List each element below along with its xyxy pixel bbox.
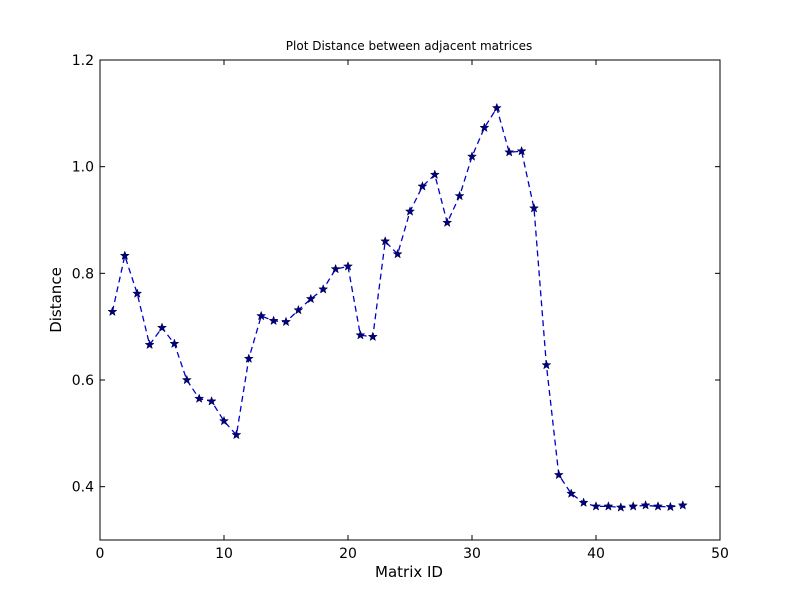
data-point: [367, 331, 378, 342]
data-point: [156, 322, 168, 333]
data-point: [305, 293, 316, 304]
data-point: [677, 500, 688, 510]
data-point: [268, 315, 279, 326]
y-tick-label: 0.6: [72, 373, 94, 389]
data-point: [380, 236, 391, 246]
data-point: [640, 500, 651, 510]
data-point: [280, 316, 292, 327]
data-point: [578, 497, 589, 507]
data-point: [417, 181, 428, 191]
data-point: [404, 206, 416, 216]
chart-title: Plot Distance between adjacent matrices: [286, 39, 532, 53]
data-point: [119, 250, 130, 261]
data-point: [218, 415, 230, 426]
series-line: [111, 106, 683, 509]
data-point: [169, 338, 180, 349]
data-point: [491, 102, 502, 113]
data-point: [355, 329, 366, 340]
data-point: [293, 304, 304, 315]
y-tick-label: 1.2: [72, 53, 94, 69]
y-tick-label: 1.0: [72, 160, 94, 176]
data-point: [466, 151, 478, 161]
x-tick-label: 30: [463, 546, 481, 562]
data-point: [206, 396, 217, 406]
data-point: [553, 469, 564, 480]
plot-frame: [99, 59, 721, 541]
x-axis-label: Matrix ID: [375, 563, 443, 581]
data-point: [504, 146, 515, 157]
axis-ticks: 0 10 20 30 40 50 0.4 0.6 0.8 1.0 1.2: [72, 53, 729, 562]
data-point: [318, 284, 329, 294]
data-point: [194, 393, 205, 403]
data-point: [603, 501, 614, 511]
data-point: [429, 169, 440, 179]
data-point: [231, 429, 242, 440]
data-point: [144, 339, 155, 350]
data-point: [590, 501, 602, 511]
x-tick-label: 20: [339, 546, 357, 562]
data-point: [132, 288, 143, 298]
data-point: [256, 310, 267, 321]
x-tick-label: 10: [215, 546, 233, 562]
data-point: [541, 359, 552, 370]
data-point: [652, 501, 664, 511]
data-point: [665, 501, 676, 512]
data-point: [479, 122, 490, 133]
data-point: [330, 263, 341, 274]
data-point: [454, 190, 465, 201]
data-point: [566, 488, 577, 498]
data-point: [615, 502, 626, 512]
data-point: [516, 145, 527, 156]
data-point: [181, 374, 192, 385]
data-point: [628, 501, 639, 511]
x-tick-label: 50: [711, 546, 729, 562]
y-tick-label: 0.8: [72, 266, 94, 282]
data-point: [392, 248, 403, 259]
data-point: [528, 202, 540, 213]
y-axis-label: Distance: [47, 267, 65, 333]
y-tick-label: 0.4: [72, 480, 94, 496]
data-point: [107, 306, 118, 317]
x-tick-label: 0: [96, 546, 105, 562]
data-point: [342, 261, 354, 271]
data-point: [442, 217, 453, 227]
plot-area: [107, 102, 688, 512]
x-tick-label: 40: [587, 546, 605, 562]
data-point: [243, 353, 254, 363]
